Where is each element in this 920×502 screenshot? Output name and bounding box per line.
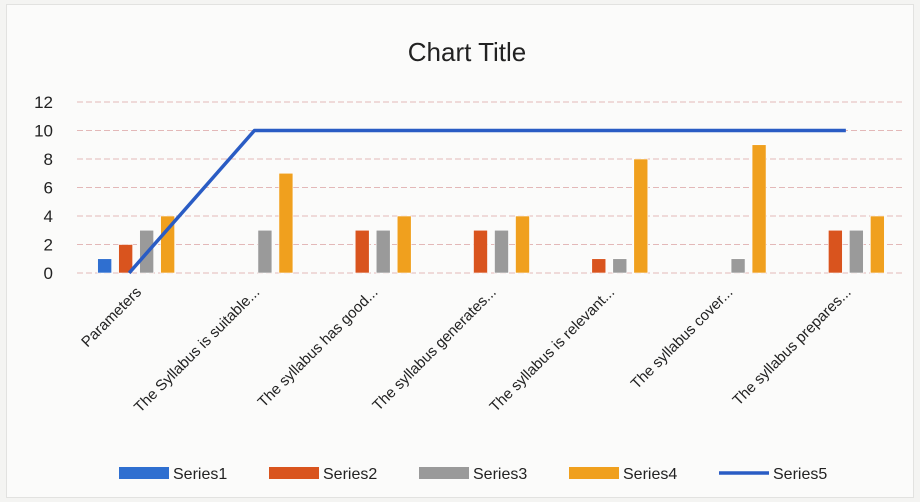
series-lines	[127, 128, 846, 275]
bar-series4	[633, 158, 649, 274]
y-tick-label: 6	[44, 179, 53, 198]
legend-swatch	[269, 467, 319, 479]
x-tick-label: The syllabus generates...	[369, 284, 500, 415]
legend-label: Series3	[473, 466, 527, 483]
x-tick-label: The syllabus is relevant...	[486, 284, 618, 416]
bar-series4	[870, 215, 885, 274]
legend-swatch	[119, 467, 169, 479]
x-tick-label: The Syllabus is suitable...	[131, 284, 263, 416]
bar-series2	[473, 229, 488, 274]
bars	[97, 144, 885, 274]
bar-series3	[849, 229, 864, 274]
y-axis-ticks: 0 2 4 6 8 10 12	[34, 93, 53, 283]
y-tick-label: 12	[34, 93, 53, 112]
bar-series3	[494, 229, 509, 274]
legend-label: Series4	[623, 466, 677, 483]
legend-label: Series2	[323, 466, 377, 483]
bar-series2	[118, 244, 133, 274]
bar-series4	[396, 215, 412, 274]
x-tick-label: Parameters	[78, 284, 145, 351]
y-tick-label: 10	[34, 122, 53, 141]
bar-series2	[591, 258, 607, 274]
bar-series3	[375, 229, 391, 274]
bar-series3	[612, 258, 628, 274]
legend: Series1 Series2 Series3 Series4 Series5	[119, 466, 827, 483]
legend-swatch	[419, 467, 469, 479]
bar-series4	[515, 215, 530, 274]
x-tick-label: The syllabus cover...	[628, 284, 737, 393]
bar-series2	[828, 229, 843, 274]
bar-series3	[730, 258, 746, 274]
y-tick-label: 8	[44, 150, 53, 169]
line-series5	[127, 128, 846, 275]
legend-label: Series1	[173, 466, 227, 483]
bar-series4	[751, 144, 767, 274]
chart-frame: Chart Title 0 2 4 6 8 10 12 Parameters The Syll…	[6, 4, 914, 498]
x-tick-label: The syllabus has good...	[255, 284, 382, 411]
gridlines	[77, 101, 905, 274]
bar-series2	[354, 229, 370, 274]
legend-swatch	[569, 467, 619, 479]
y-tick-label: 0	[44, 264, 53, 283]
bar-series4	[160, 215, 175, 274]
bar-series4	[278, 172, 294, 274]
y-tick-label: 4	[44, 207, 53, 226]
legend-label: Series5	[773, 466, 827, 483]
y-tick-label: 2	[44, 236, 53, 255]
x-tick-label: The syllabus prepares...	[729, 284, 854, 409]
bar-series1	[97, 258, 112, 274]
chart-title: Chart Title	[408, 37, 527, 67]
bar-series3	[257, 229, 273, 274]
